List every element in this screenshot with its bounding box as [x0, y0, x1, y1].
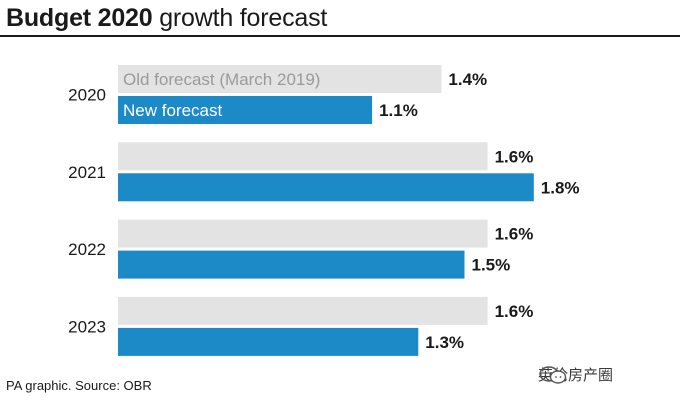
old-forecast-bar-2020 — [118, 65, 442, 93]
legend-old-forecast: Old forecast (March 2019) — [123, 70, 320, 89]
new-forecast-bar-2020 — [118, 96, 373, 124]
title-bold: Budget 2020 — [6, 4, 153, 32]
title-rule — [0, 35, 680, 37]
new-forecast-value-2022: 1.5% — [472, 256, 511, 275]
old-forecast-value-2020: 1.4% — [448, 70, 487, 89]
new-forecast-value-2023: 1.3% — [425, 333, 464, 352]
old-forecast-bar-2023 — [118, 296, 488, 325]
watermark: 英伦房产圈 — [538, 364, 613, 385]
old-forecast-value-2023: 1.6% — [495, 302, 534, 321]
new-forecast-bar-2022 — [118, 250, 465, 279]
old-forecast-bar-2021 — [118, 142, 488, 171]
year-label-2020: 2020 — [68, 86, 106, 105]
source-note: PA graphic. Source: OBR — [6, 378, 152, 393]
title-rest: growth forecast — [152, 4, 328, 32]
new-forecast-value-2020: 1.1% — [379, 101, 418, 120]
chart-title: Budget 2020 growth forecast — [6, 4, 327, 33]
chat-bubbles-icon — [539, 366, 567, 384]
new-forecast-bar-2021 — [118, 173, 534, 202]
old-forecast-value-2022: 1.6% — [495, 225, 534, 244]
old-forecast-value-2021: 1.6% — [495, 147, 534, 166]
new-forecast-bar-2023 — [118, 327, 419, 356]
new-forecast-value-2021: 1.8% — [541, 178, 580, 197]
old-forecast-bar-2022 — [118, 219, 488, 248]
year-label-2022: 2022 — [68, 240, 106, 259]
year-label-2023: 2023 — [68, 317, 106, 336]
legend-new-forecast: New forecast — [123, 101, 222, 120]
year-label-2021: 2021 — [68, 163, 106, 182]
